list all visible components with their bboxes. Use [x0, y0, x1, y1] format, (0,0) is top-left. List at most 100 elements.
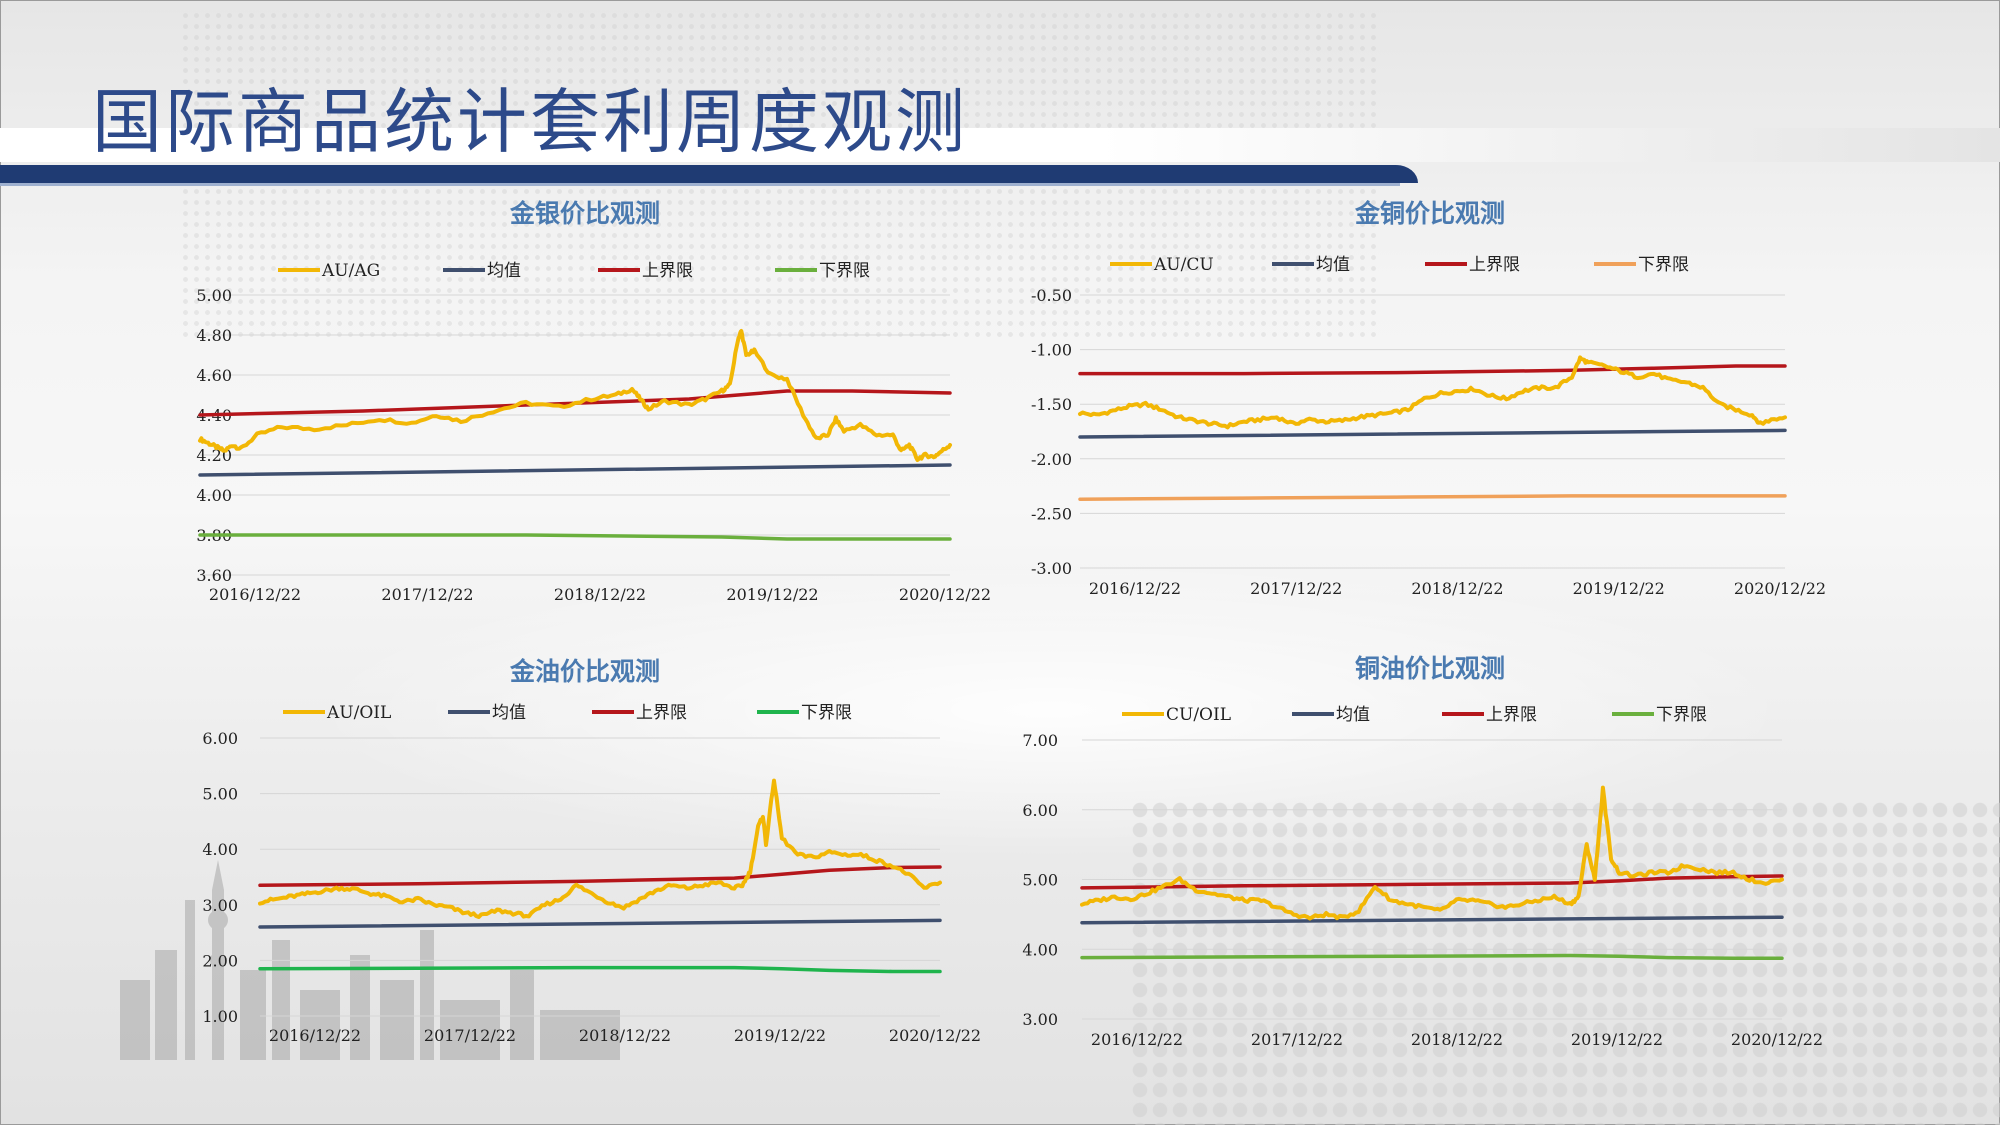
dot-pattern: [1130, 800, 2000, 1125]
gold-copper-series-ratio: [1078, 355, 1787, 430]
gold-oil-legend-item-upper: 上界限: [592, 703, 687, 723]
gold-silver-y-tick-label: 4.60: [196, 366, 232, 385]
gold-silver-legend-label: 下界限: [819, 261, 870, 281]
gold-silver-x-tick-label: 2019/12/22: [726, 585, 818, 604]
gold-silver-x-tick-label: 2020/12/22: [899, 585, 991, 604]
gold-silver-legend-item-mean: 均值: [443, 261, 521, 281]
copper-oil-y-tick-label: 3.00: [1022, 1010, 1058, 1029]
gold-copper-legend-label: 均值: [1316, 255, 1350, 275]
gold-silver-series-ratio: [198, 329, 952, 462]
gold-copper-x-tick-label: 2017/12/22: [1250, 579, 1342, 598]
gold-copper-series-lower: [1078, 494, 1787, 501]
copper-oil-legend-item-ratio: CU/OIL: [1122, 705, 1231, 725]
gold-copper-legend-item-upper: 上界限: [1425, 255, 1520, 275]
gold-oil-y-tick-label: 2.00: [202, 951, 238, 970]
gold-copper-x-tick-label: 2016/12/22: [1089, 579, 1181, 598]
gold-oil-legend-label: 均值: [492, 703, 526, 723]
gold-oil-legend-item-mean: 均值: [448, 703, 526, 723]
gold-oil-chart-title: 金油价比观测: [509, 657, 660, 686]
copper-oil-x-tick-label: 2018/12/22: [1411, 1030, 1503, 1049]
copper-oil-legend-label: 上界限: [1486, 705, 1537, 725]
chart-panel-copper-oil: 铜油价比观测 7.00 6.00 5.00 4.00 3.00 2016/12/22 2017…: [1022, 654, 1823, 1049]
gold-silver-y-tick-label: 4.80: [196, 326, 232, 345]
gold-silver-series-mean: [198, 463, 952, 477]
gold-copper-legend-item-ratio: AU/CU: [1110, 255, 1214, 275]
copper-oil-x-tick-label: 2020/12/22: [1731, 1030, 1823, 1049]
gold-oil-y-tick-label: 1.00: [202, 1007, 238, 1026]
copper-oil-series-upper: [1080, 874, 1784, 890]
title-underline-shadow: [0, 183, 1400, 186]
gold-copper-y-tick-label: -1.00: [1031, 341, 1072, 360]
gold-oil-series-upper: [258, 865, 942, 888]
gold-copper-legend-label: 下界限: [1638, 255, 1689, 275]
gold-silver-y-tick-label: 4.00: [196, 486, 232, 505]
copper-oil-y-tick-label: 7.00: [1022, 731, 1058, 750]
copper-oil-legend-label: CU/OIL: [1166, 705, 1231, 725]
copper-oil-legend-item-lower: 下界限: [1612, 705, 1707, 725]
title-underline-bar: [0, 165, 1418, 183]
gold-silver-x-tick-label: 2018/12/22: [554, 585, 646, 604]
gold-silver-legend-item-ratio: AU/AG: [278, 261, 380, 281]
gold-copper-y-tick-label: -3.00: [1031, 559, 1072, 578]
gold-oil-y-tick-label: 5.00: [202, 785, 238, 804]
gold-oil-legend-label: 下界限: [801, 703, 852, 723]
copper-oil-legend-item-upper: 上界限: [1442, 705, 1537, 725]
chart-gold-copper: 金铜价比观测 -0.50 -1.00 -1.50 -2.00 -2.50 -3.00 2016…: [1031, 199, 1826, 598]
gold-silver-x-tick-label: 2016/12/22: [209, 585, 301, 604]
title-band: [0, 128, 2000, 162]
chart-gold-oil: 金油价比观测 6.00 5.00 4.00 3.00 2.00 1.00 2016/12/22…: [202, 657, 981, 1045]
gold-copper-x-tick-label: 2020/12/22: [1734, 579, 1826, 598]
gold-oil-series-lower: [258, 965, 942, 974]
gold-silver-legend-item-upper: 上界限: [598, 261, 693, 281]
copper-oil-series-mean: [1080, 915, 1784, 925]
copper-oil-series-lower: [1080, 953, 1784, 961]
gold-oil-x-tick-label: 2020/12/22: [889, 1026, 981, 1045]
copper-oil-series-ratio: [1080, 785, 1784, 921]
gold-copper-x-tick-label: 2018/12/22: [1411, 579, 1503, 598]
gold-copper-legend-item-mean: 均值: [1272, 255, 1350, 275]
copper-oil-legend-item-mean: 均值: [1292, 705, 1370, 725]
gold-silver-legend-label: 上界限: [642, 261, 693, 281]
city-skyline-graphic: [120, 860, 620, 1060]
gold-oil-legend-item-lower: 下界限: [757, 703, 852, 723]
gold-copper-y-tick-label: -1.50: [1031, 395, 1072, 414]
copper-oil-x-tick-label: 2016/12/22: [1091, 1030, 1183, 1049]
gold-silver-legend-label: AU/AG: [321, 261, 380, 281]
gold-oil-legend-label: AU/OIL: [326, 703, 391, 723]
page-title: 国际商品统计套利周度观测: [92, 81, 968, 163]
copper-oil-y-tick-label: 4.00: [1022, 940, 1058, 959]
gold-silver-series-lower: [198, 533, 952, 541]
copper-oil-legend-label: 均值: [1336, 705, 1370, 725]
gold-oil-series-ratio: [258, 778, 942, 919]
gold-copper-x-tick-label: 2019/12/22: [1573, 579, 1665, 598]
gold-copper-chart-title: 金铜价比观测: [1354, 199, 1505, 228]
gold-copper-legend-label: 上界限: [1469, 255, 1520, 275]
gold-copper-legend-item-lower: 下界限: [1594, 255, 1689, 275]
gold-oil-legend-item-ratio: AU/OIL: [283, 703, 391, 723]
chart-panel-gold-silver: 金银价比观测 5.00 4.80 4.60 4.40 4.20 4.00 3.80 3.60 20…: [0, 0, 1000, 604]
copper-oil-y-tick-label: 5.00: [1022, 871, 1058, 890]
gold-oil-x-tick-label: 2017/12/22: [424, 1026, 516, 1045]
chart-panel-gold-copper: 金铜价比观测 -0.50 -1.00 -1.50 -2.00 -2.50 -3.00 2016…: [1031, 199, 1826, 598]
gold-oil-series-mean: [258, 918, 942, 929]
gold-oil-y-tick-label: 3.00: [202, 896, 238, 915]
gold-oil-y-tick-label: 6.00: [202, 729, 238, 748]
chart-copper-oil: 铜油价比观测 7.00 6.00 5.00 4.00 3.00 2016/12/22 2017…: [1022, 654, 1823, 1049]
title-area: 国际商品统计套利周度观测: [0, 0, 2000, 190]
gold-copper-y-tick-label: -2.00: [1031, 450, 1072, 469]
gold-silver-y-tick-label: 3.60: [196, 566, 232, 585]
chart-panel-gold-oil: 金油价比观测 6.00 5.00 4.00 3.00 2.00 1.00 2016/12/22…: [0, 0, 1000, 1100]
gold-silver-legend-item-lower: 下界限: [775, 261, 870, 281]
gold-oil-x-tick-label: 2018/12/22: [579, 1026, 671, 1045]
gold-silver-legend-label: 均值: [487, 261, 521, 281]
copper-oil-x-tick-label: 2019/12/22: [1571, 1030, 1663, 1049]
gold-copper-series-upper: [1078, 364, 1787, 376]
gold-oil-x-tick-label: 2016/12/22: [269, 1026, 361, 1045]
gold-copper-y-tick-label: -0.50: [1031, 286, 1072, 305]
gold-copper-series-mean: [1078, 428, 1787, 439]
gold-copper-legend-label: AU/CU: [1153, 255, 1214, 275]
gold-silver-chart-title: 金银价比观测: [509, 199, 660, 228]
gold-oil-legend-label: 上界限: [636, 703, 687, 723]
gold-oil-y-tick-label: 4.00: [202, 840, 238, 859]
copper-oil-legend-label: 下界限: [1656, 705, 1707, 725]
